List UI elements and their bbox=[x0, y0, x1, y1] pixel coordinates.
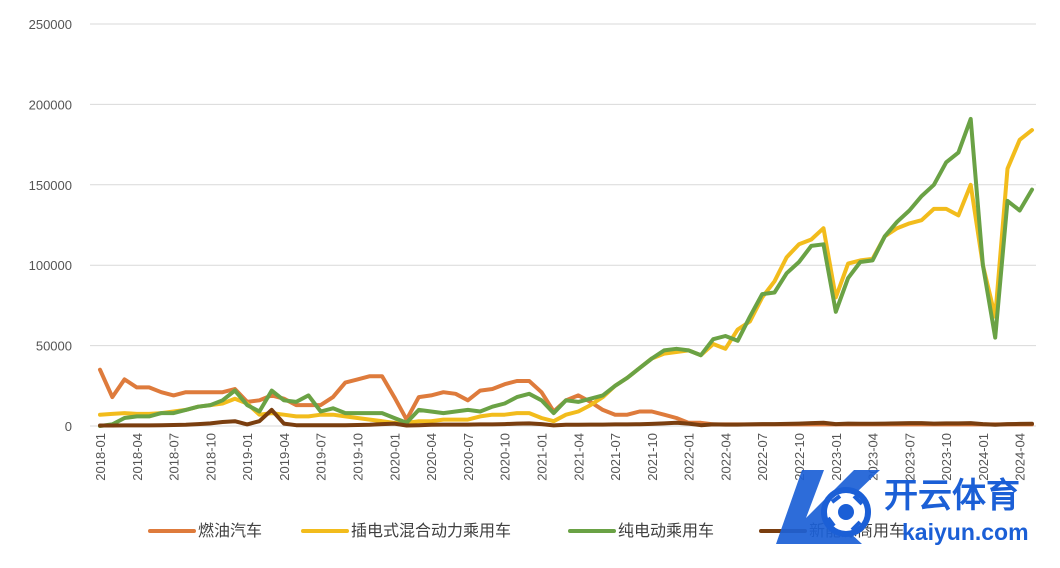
series-line-插电式混合动力乘用车 bbox=[98, 128, 1034, 425]
x-tick-label: 2019-07 bbox=[314, 433, 329, 481]
watermark-logo: 开云体育 kaiyun.com bbox=[762, 462, 1060, 563]
x-tick-label: 2019-04 bbox=[277, 433, 292, 481]
x-tick-label: 2021-04 bbox=[571, 433, 586, 481]
watermark-url: kaiyun.com bbox=[902, 519, 1029, 545]
x-tick-label: 2022-10 bbox=[792, 433, 807, 481]
x-tick-label: 2023-07 bbox=[902, 433, 917, 481]
watermark-title: 开云体育 bbox=[884, 476, 1020, 516]
x-tick-label: 2018-01 bbox=[93, 433, 108, 481]
x-tick-label: 2023-04 bbox=[866, 433, 881, 481]
series-lines bbox=[98, 116, 1034, 428]
y-axis-tick-labels: 0 50000 100000 150000 200000 250000 bbox=[29, 17, 72, 434]
x-tick-label: 2021-07 bbox=[608, 433, 623, 481]
y-tick-label: 50000 bbox=[36, 339, 72, 354]
x-tick-label: 2020-07 bbox=[461, 433, 476, 481]
series-line-纯电动乘用车 bbox=[98, 116, 1034, 428]
x-tick-label: 2024-01 bbox=[976, 433, 991, 481]
x-tick-label: 2019-01 bbox=[240, 433, 255, 481]
y-tick-label: 150000 bbox=[29, 178, 72, 193]
series-line-新能源商用车 bbox=[98, 407, 1034, 428]
legend-label: 纯电动乘用车 bbox=[618, 521, 714, 540]
x-tick-label: 2022-04 bbox=[718, 433, 733, 481]
x-tick-label: 2018-04 bbox=[130, 433, 145, 481]
x-tick-label: 2018-07 bbox=[167, 433, 182, 481]
x-tick-label: 2019-10 bbox=[351, 433, 366, 481]
legend-label: 插电式混合动力乘用车 bbox=[351, 521, 511, 540]
ball-logo-icon bbox=[776, 470, 880, 544]
x-tick-label: 2020-10 bbox=[498, 433, 513, 481]
y-tick-label: 250000 bbox=[29, 17, 72, 32]
x-tick-label: 2021-01 bbox=[534, 433, 549, 481]
y-tick-label: 200000 bbox=[29, 97, 72, 112]
x-tick-label: 2023-10 bbox=[939, 433, 954, 481]
x-tick-label: 2022-01 bbox=[682, 433, 697, 481]
y-tick-label: 100000 bbox=[29, 258, 72, 273]
legend-label: 燃油汽车 bbox=[198, 521, 262, 540]
x-tick-label: 2020-01 bbox=[387, 433, 402, 481]
y-tick-label: 0 bbox=[65, 419, 72, 434]
x-tick-label: 2022-07 bbox=[755, 433, 770, 481]
x-axis-tick-labels: 2018-01 2018-04 2018-07 2018-10 2019-01 2019-… bbox=[93, 433, 1028, 481]
x-tick-label: 2024-04 bbox=[1013, 433, 1028, 481]
x-tick-label: 2021-10 bbox=[645, 433, 660, 481]
x-tick-label: 2020-04 bbox=[424, 433, 439, 481]
x-tick-label: 2018-10 bbox=[203, 433, 218, 481]
x-tick-label: 2023-01 bbox=[829, 433, 844, 481]
